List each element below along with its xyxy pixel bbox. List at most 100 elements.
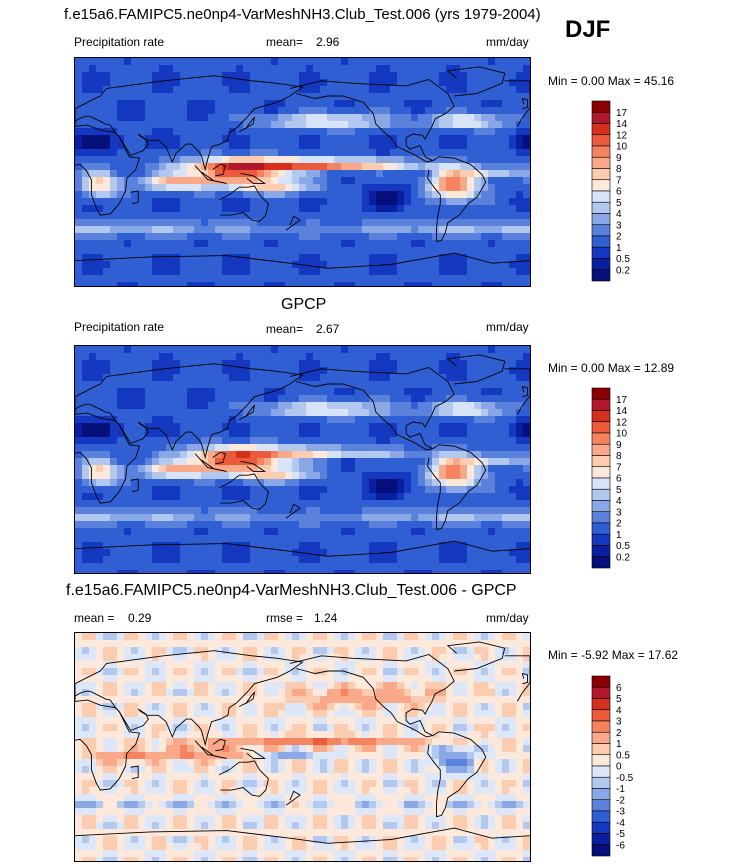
coastline: [427, 731, 487, 818]
colorbar-swatch: [591, 111, 611, 124]
colorbar-tick-label: 8: [616, 451, 622, 462]
colorbar-swatch: [591, 844, 611, 857]
coastline: [289, 654, 455, 738]
panel-3-map: [74, 632, 531, 862]
colorbar-tick-label: 0: [616, 762, 622, 773]
coastline: [75, 75, 304, 172]
colorbar-swatch: [591, 545, 611, 558]
colorbar-swatch: [591, 145, 611, 158]
colorbar-swatch: [591, 443, 611, 456]
colorbar-tick-label: -1: [616, 784, 625, 795]
coastline: [521, 385, 528, 398]
coastline: [130, 765, 139, 780]
map-field: [75, 633, 530, 861]
coastline: [218, 760, 269, 797]
colorbar-tick-label: 9: [616, 440, 622, 451]
colorbar-swatch: [591, 432, 611, 445]
colorbar-tick-label: 6: [616, 474, 622, 485]
colorbar-swatch: [591, 269, 611, 282]
coastline: [130, 190, 139, 205]
coastline: [504, 368, 530, 415]
panel-3-minmax: Min = -5.92 Max = 17.62: [548, 648, 679, 662]
panel-2-variable-label: Precipitation rate: [74, 320, 165, 334]
colorbar-tick-label: 5: [616, 485, 622, 496]
colorbar-tick-label: 17: [616, 395, 628, 406]
panel-2-mean-value: 2.67: [316, 322, 340, 336]
colorbar-swatch: [591, 224, 611, 237]
colorbar-tick-label: 0.2: [616, 552, 630, 563]
colorbar-tick-label: -3: [616, 807, 625, 818]
coastline: [289, 367, 455, 451]
panel-3-mean-label: mean =: [74, 611, 115, 625]
colorbar-tick-label: 4: [616, 209, 622, 220]
colorbar-tick-label: 10: [616, 142, 628, 153]
coastline: [212, 163, 226, 177]
colorbar-swatch: [591, 675, 611, 688]
colorbar-tick-label: 1: [616, 530, 622, 541]
coastlines: [75, 641, 530, 844]
panel-1-mean-label: mean=: [266, 35, 304, 49]
coastline: [285, 790, 301, 806]
colorbar-swatch: [591, 235, 611, 248]
colorbar-tick-label: 8: [616, 164, 622, 175]
colorbar-swatch: [591, 398, 611, 411]
colorbar-swatch: [591, 511, 611, 524]
panel-2-colorbar: 17 14 12 10 9 8 7 6 5 4 3 2 1 0.5 0.2: [591, 387, 652, 572]
colorbar-swatch: [591, 123, 611, 136]
colorbar-swatch: [591, 258, 611, 271]
colorbar-tick-label: 6: [616, 683, 622, 694]
coastline: [289, 79, 455, 163]
colorbar-swatch: [591, 134, 611, 147]
colorbar-swatch: [591, 168, 611, 181]
colorbar-swatch: [591, 799, 611, 812]
colorbar-tick-label: 3: [616, 717, 622, 728]
colorbar-swatch: [591, 466, 611, 479]
panel-3-rmse-value: 1.24: [314, 611, 338, 625]
colorbar-swatch: [591, 686, 611, 699]
colorbar-swatch: [591, 246, 611, 259]
panel-2-title: GPCP: [281, 296, 327, 313]
colorbar-swatch: [591, 500, 611, 513]
coastline: [427, 444, 487, 531]
coastlines: [75, 66, 530, 269]
colorbar-tick-label: 2: [616, 728, 622, 739]
colorbar-tick-label: -0.5: [616, 773, 634, 784]
colorbar-tick-label: 12: [616, 130, 628, 141]
panel-3-colorbar: 6 5 4 3 2 1 0.5 0 -0.5 -1 -2 -3 -4 -5 -6: [591, 675, 652, 860]
colorbar-swatch: [591, 698, 611, 711]
map-field: [75, 58, 530, 286]
coastlines: [75, 354, 530, 557]
colorbar-swatch: [591, 720, 611, 733]
panel-2-mean-label: mean=: [266, 322, 304, 336]
coastline: [240, 172, 267, 184]
coastline: [75, 363, 304, 460]
colorbar-swatch: [591, 522, 611, 535]
coastline: [446, 354, 506, 385]
colorbar-swatch: [591, 821, 611, 834]
panel-2-map: [74, 345, 531, 574]
colorbar-swatch: [591, 765, 611, 778]
colorbar-swatch: [591, 477, 611, 490]
colorbar-tick-label: -6: [616, 840, 625, 851]
panel-3-units: mm/day: [486, 611, 529, 625]
colorbar-tick-label: 14: [616, 406, 628, 417]
colorbar-tick-label: 12: [616, 417, 628, 428]
colorbar-tick-label: 0.2: [616, 265, 630, 276]
coastline: [218, 473, 269, 510]
colorbar-tick-label: 6: [616, 187, 622, 198]
colorbar-swatch: [591, 488, 611, 501]
panel-1-minmax: Min = 0.00 Max = 45.16: [548, 74, 675, 88]
colorbar-swatch: [591, 754, 611, 767]
colorbar-swatch: [591, 709, 611, 722]
colorbar-tick-label: 7: [616, 175, 622, 186]
colorbar-tick-label: 10: [616, 429, 628, 440]
colorbar-swatch: [591, 533, 611, 546]
colorbar-swatch: [591, 788, 611, 801]
colorbar-tick-label: 4: [616, 496, 622, 507]
colorbar-tick-label: 1: [616, 243, 622, 254]
colorbar-swatch: [591, 731, 611, 744]
coastline: [212, 738, 226, 752]
coastline: [240, 460, 267, 472]
colorbar-swatch: [591, 190, 611, 203]
coastline: [75, 827, 530, 844]
